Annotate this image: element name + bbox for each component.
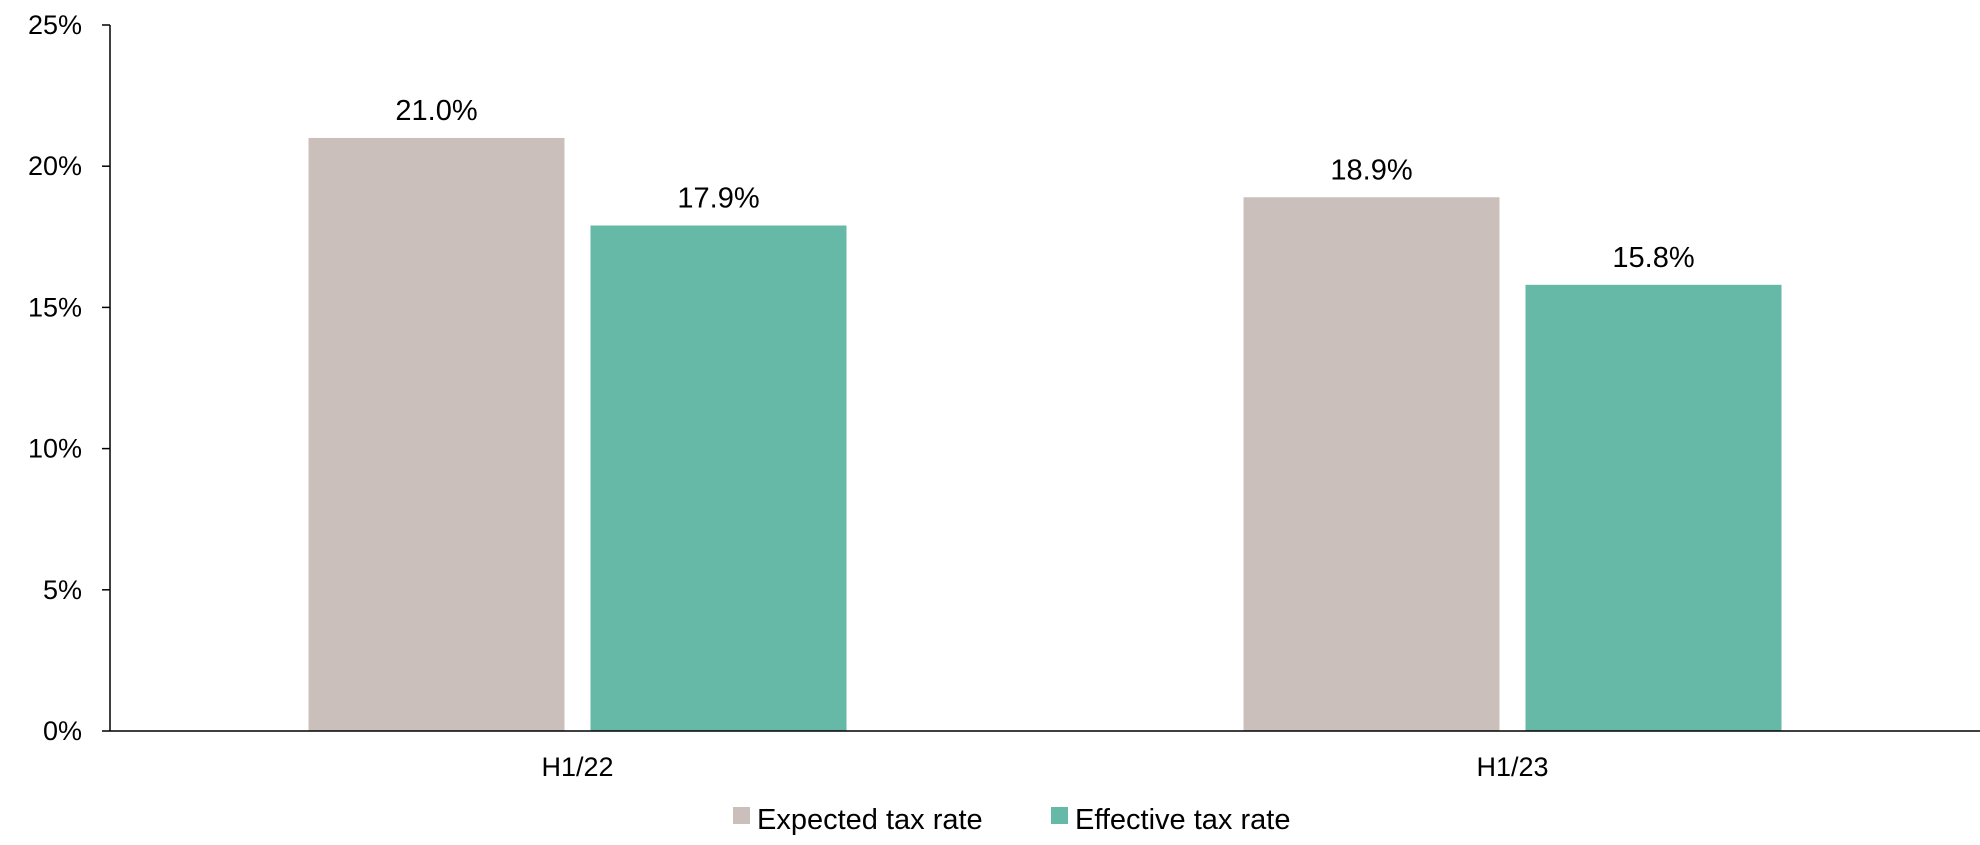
legend-label: Effective tax rate: [1075, 804, 1290, 836]
y-tick-label: 0%: [43, 716, 82, 746]
legend-swatch: [733, 807, 750, 824]
bars: [308, 137, 1782, 731]
x-tick-label: H1/22: [541, 752, 613, 782]
data-label: 17.9%: [677, 183, 759, 215]
y-tick-label: 10%: [28, 434, 82, 464]
data-label: 15.8%: [1612, 242, 1694, 274]
data-label: 21.0%: [395, 95, 477, 127]
data-labels: 21.0% 17.9% 18.9% 15.8%: [395, 95, 1694, 274]
y-axis: 0% 5% 10% 15% 20% 25%: [28, 10, 111, 746]
x-axis: H1/22 H1/23: [110, 730, 1980, 782]
y-tick-label: 25%: [28, 10, 82, 40]
bar-expected-0: [308, 137, 565, 731]
bar-effective-0: [590, 225, 847, 731]
legend-swatch: [1051, 807, 1068, 824]
legend: Expected tax rate Effective tax rate: [733, 804, 1290, 836]
y-tick-label: 5%: [43, 575, 82, 605]
bar-effective-1: [1525, 284, 1782, 731]
bar-expected-1: [1243, 197, 1500, 731]
y-tick-label: 20%: [28, 151, 82, 181]
x-tick-label: H1/23: [1476, 752, 1548, 782]
y-tick-label: 15%: [28, 292, 82, 322]
legend-label: Expected tax rate: [757, 804, 983, 836]
data-label: 18.9%: [1330, 154, 1412, 186]
